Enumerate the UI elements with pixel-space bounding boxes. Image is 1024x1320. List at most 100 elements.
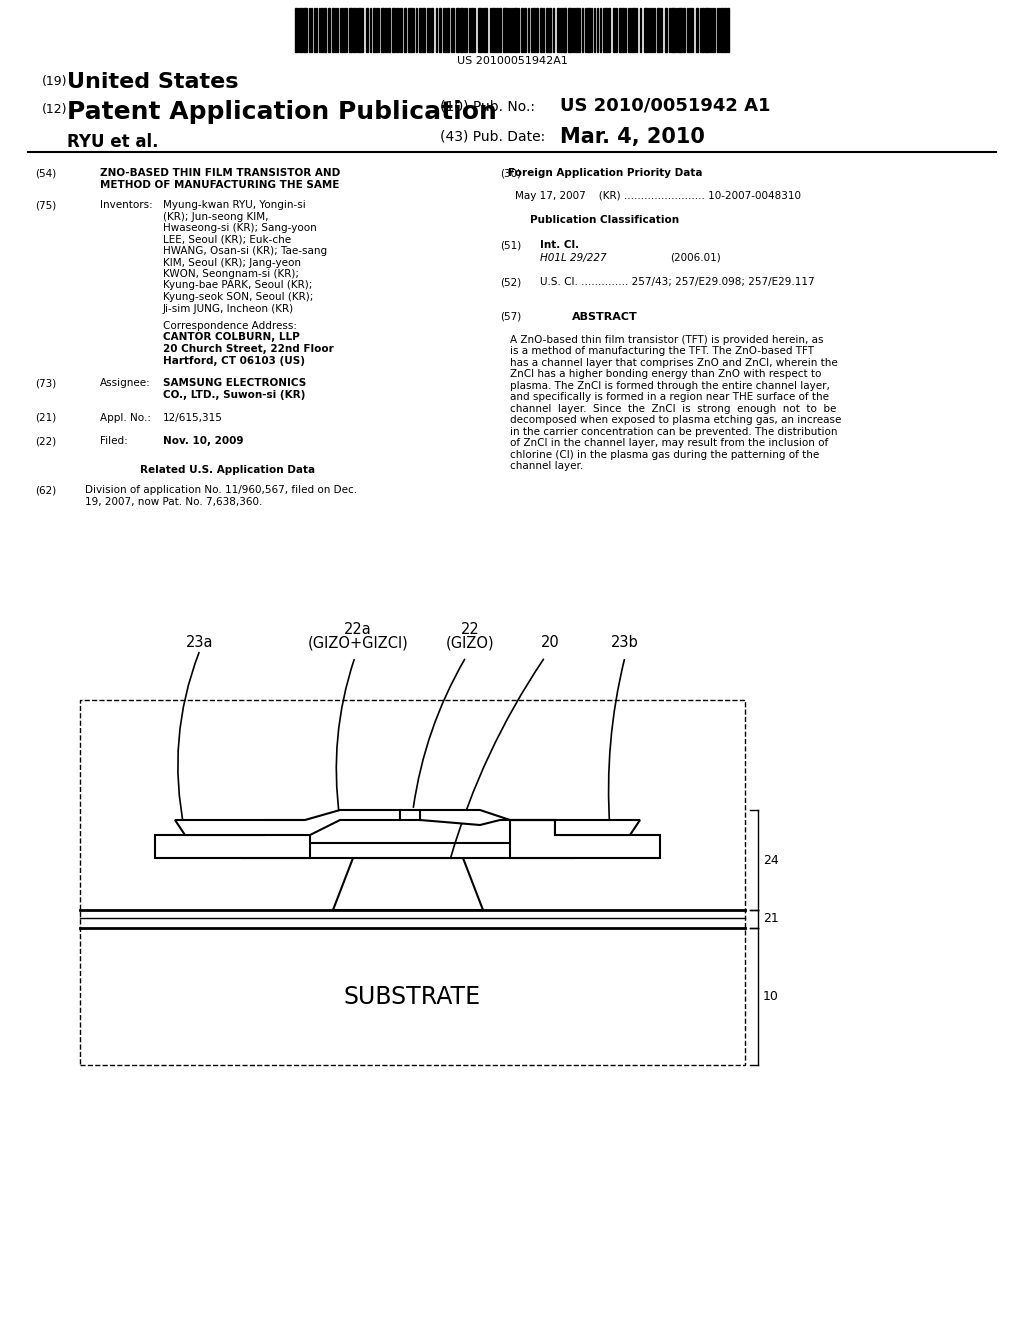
Text: 19, 2007, now Pat. No. 7,638,360.: 19, 2007, now Pat. No. 7,638,360. [85, 496, 262, 507]
Text: Filed:: Filed: [100, 436, 128, 446]
Text: in the carrier concentration can be prevented. The distribution: in the carrier concentration can be prev… [510, 426, 838, 437]
Text: ABSTRACT: ABSTRACT [572, 312, 638, 322]
Bar [705, 8, 709, 51]
Bar [521, 8, 523, 51]
Bar [721, 8, 723, 51]
Bar [657, 8, 660, 51]
Bar [353, 8, 355, 51]
Bar [422, 8, 425, 51]
Text: (30): (30) [500, 168, 521, 178]
Text: channel layer.: channel layer. [510, 461, 584, 471]
Text: Related U.S. Application Data: Related U.S. Application Data [140, 465, 315, 475]
Text: CO., LTD., Suwon-si (KR): CO., LTD., Suwon-si (KR) [163, 389, 305, 400]
Bar [456, 8, 459, 51]
Text: Assignee:: Assignee: [100, 379, 151, 388]
Text: chlorine (Cl) in the plasma gas during the patterning of the: chlorine (Cl) in the plasma gas during t… [510, 450, 819, 459]
Bar [727, 8, 729, 51]
Text: SAMSUNG ELECTRONICS: SAMSUNG ELECTRONICS [163, 379, 306, 388]
Bar [243, 843, 573, 858]
Bar [484, 8, 487, 51]
Bar [496, 8, 498, 51]
Text: (KR); Jun-seong KIM,: (KR); Jun-seong KIM, [163, 211, 268, 222]
Bar [534, 8, 535, 51]
Bar [514, 8, 517, 51]
Text: 21: 21 [763, 912, 778, 925]
Bar [524, 8, 526, 51]
Bar [608, 8, 610, 51]
Text: US 2010/0051942 A1: US 2010/0051942 A1 [560, 96, 770, 115]
Text: Mar. 4, 2010: Mar. 4, 2010 [560, 127, 705, 147]
Text: CANTOR COLBURN, LLP: CANTOR COLBURN, LLP [163, 333, 300, 342]
Text: A ZnO-based thin film transistor (TFT) is provided herein, as: A ZnO-based thin film transistor (TFT) i… [510, 334, 823, 345]
Text: (10) Pub. No.:: (10) Pub. No.: [440, 100, 535, 114]
Text: 20: 20 [541, 635, 559, 649]
Text: Ji-sim JUNG, Incheon (KR): Ji-sim JUNG, Incheon (KR) [163, 304, 294, 314]
Bar [503, 8, 507, 51]
Text: 12/615,315: 12/615,315 [163, 413, 223, 422]
Bar [392, 8, 395, 51]
Bar [332, 8, 334, 51]
Text: Int. Cl.: Int. Cl. [540, 240, 580, 251]
Bar [671, 8, 675, 51]
Text: May 17, 2007    (KR) ........................ 10-2007-0048310: May 17, 2007 (KR) ......................… [515, 191, 801, 201]
Bar [575, 8, 578, 51]
Bar [549, 8, 551, 51]
Text: 23b: 23b [611, 635, 639, 649]
Text: 22: 22 [461, 622, 479, 638]
Bar [385, 8, 387, 51]
Text: of ZnCl in the channel layer, may result from the inclusion of: of ZnCl in the channel layer, may result… [510, 438, 828, 447]
Text: (GIZO+GIZCl): (GIZO+GIZCl) [307, 636, 409, 651]
Bar [563, 8, 566, 51]
Polygon shape [420, 810, 640, 836]
Text: U.S. Cl. .............. 257/43; 257/E29.098; 257/E29.117: U.S. Cl. .............. 257/43; 257/E29.… [540, 277, 815, 286]
Bar [381, 8, 384, 51]
Text: LEE, Seoul (KR); Euk-che: LEE, Seoul (KR); Euk-che [163, 235, 291, 244]
Bar [665, 8, 667, 51]
Text: United States: United States [67, 73, 239, 92]
Text: 10: 10 [763, 990, 779, 1003]
Text: Division of application No. 11/960,567, filed on Dec.: Division of application No. 11/960,567, … [85, 486, 357, 495]
Bar [388, 8, 390, 51]
Text: 24: 24 [763, 854, 778, 866]
Bar [373, 8, 375, 51]
Bar [460, 8, 463, 51]
Text: Nov. 10, 2009: Nov. 10, 2009 [163, 436, 244, 446]
Bar [410, 8, 412, 51]
Bar [431, 8, 433, 51]
Text: decomposed when exposed to plasma etching gas, an increase: decomposed when exposed to plasma etchin… [510, 414, 842, 425]
Bar [80, 700, 745, 1065]
Text: (62): (62) [35, 486, 56, 495]
Bar [349, 8, 352, 51]
Bar [419, 8, 421, 51]
Text: H01L 29/227: H01L 29/227 [540, 253, 606, 263]
Text: Correspondence Address:: Correspondence Address: [163, 321, 297, 331]
Bar [404, 8, 406, 51]
Text: (73): (73) [35, 379, 56, 388]
Polygon shape [510, 820, 660, 858]
Bar [678, 8, 682, 51]
Bar [439, 8, 441, 51]
Bar [321, 8, 323, 51]
Text: has a channel layer that comprises ZnO and ZnCl, wherein the: has a channel layer that comprises ZnO a… [510, 358, 838, 367]
Text: (21): (21) [35, 413, 56, 422]
Text: SUBSTRATE: SUBSTRATE [344, 985, 481, 1008]
Bar [366, 8, 368, 51]
Text: (2006.01): (2006.01) [670, 253, 721, 263]
Text: (51): (51) [500, 240, 521, 251]
Bar [702, 8, 705, 51]
Text: 20 Church Street, 22nd Floor: 20 Church Street, 22nd Floor [163, 345, 334, 354]
Bar [447, 8, 449, 51]
Bar [499, 8, 501, 51]
Bar [605, 8, 607, 51]
Text: 23a: 23a [186, 635, 214, 649]
Bar [478, 8, 481, 51]
Text: Foreign Application Priority Data: Foreign Application Priority Data [508, 168, 702, 178]
Text: Patent Application Publication: Patent Application Publication [67, 100, 497, 124]
Polygon shape [155, 820, 310, 858]
Text: Myung-kwan RYU, Yongin-si: Myung-kwan RYU, Yongin-si [163, 201, 306, 210]
Bar [303, 8, 307, 51]
Bar [568, 8, 571, 51]
Text: Hartford, CT 06103 (US): Hartford, CT 06103 (US) [163, 355, 305, 366]
Bar [400, 810, 420, 820]
Text: Inventors:: Inventors: [100, 201, 153, 210]
